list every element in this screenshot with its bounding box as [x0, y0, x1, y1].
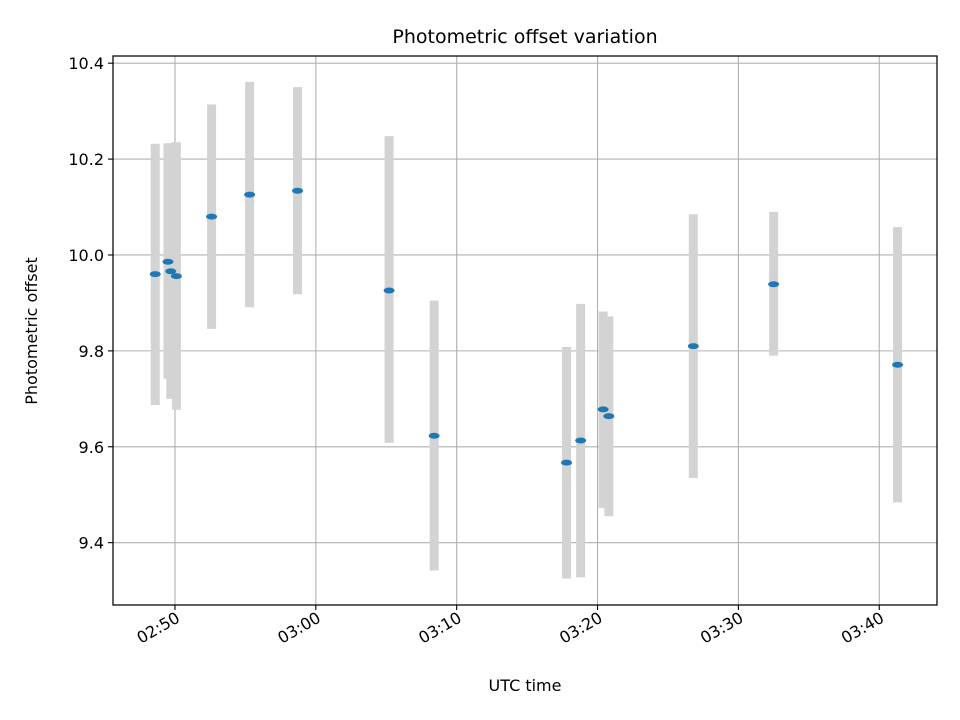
data-point — [768, 281, 780, 288]
y-tick-label: 9.8 — [79, 342, 104, 361]
data-point — [892, 361, 904, 368]
chart-title: Photometric offset variation — [392, 26, 657, 48]
data-point — [244, 191, 256, 198]
data-point — [162, 258, 174, 265]
data-point — [206, 213, 218, 220]
data-point — [687, 343, 699, 350]
plot-area-frame — [112, 55, 938, 606]
data-point — [597, 406, 609, 413]
data-point — [428, 432, 440, 439]
y-tick-label: 10.0 — [68, 246, 104, 265]
x-axis-title: UTC time — [489, 676, 562, 695]
y-tick-label: 9.6 — [79, 438, 104, 457]
data-point — [383, 287, 395, 294]
data-point — [170, 273, 182, 280]
y-axis: 9.4 9.6 9.8 10.0 10.2 10.4 — [68, 54, 113, 553]
y-tick-label: 9.4 — [79, 534, 104, 553]
y-axis-title: Photometric offset — [22, 257, 41, 405]
data-point — [292, 187, 304, 194]
y-tick-label: 10.4 — [68, 54, 104, 73]
data-point — [561, 459, 573, 466]
data-point — [575, 437, 587, 444]
y-tick-label: 10.2 — [68, 150, 104, 169]
data-point — [149, 271, 161, 278]
data-points — [149, 187, 904, 466]
data-point — [165, 268, 177, 275]
data-point — [603, 413, 615, 420]
